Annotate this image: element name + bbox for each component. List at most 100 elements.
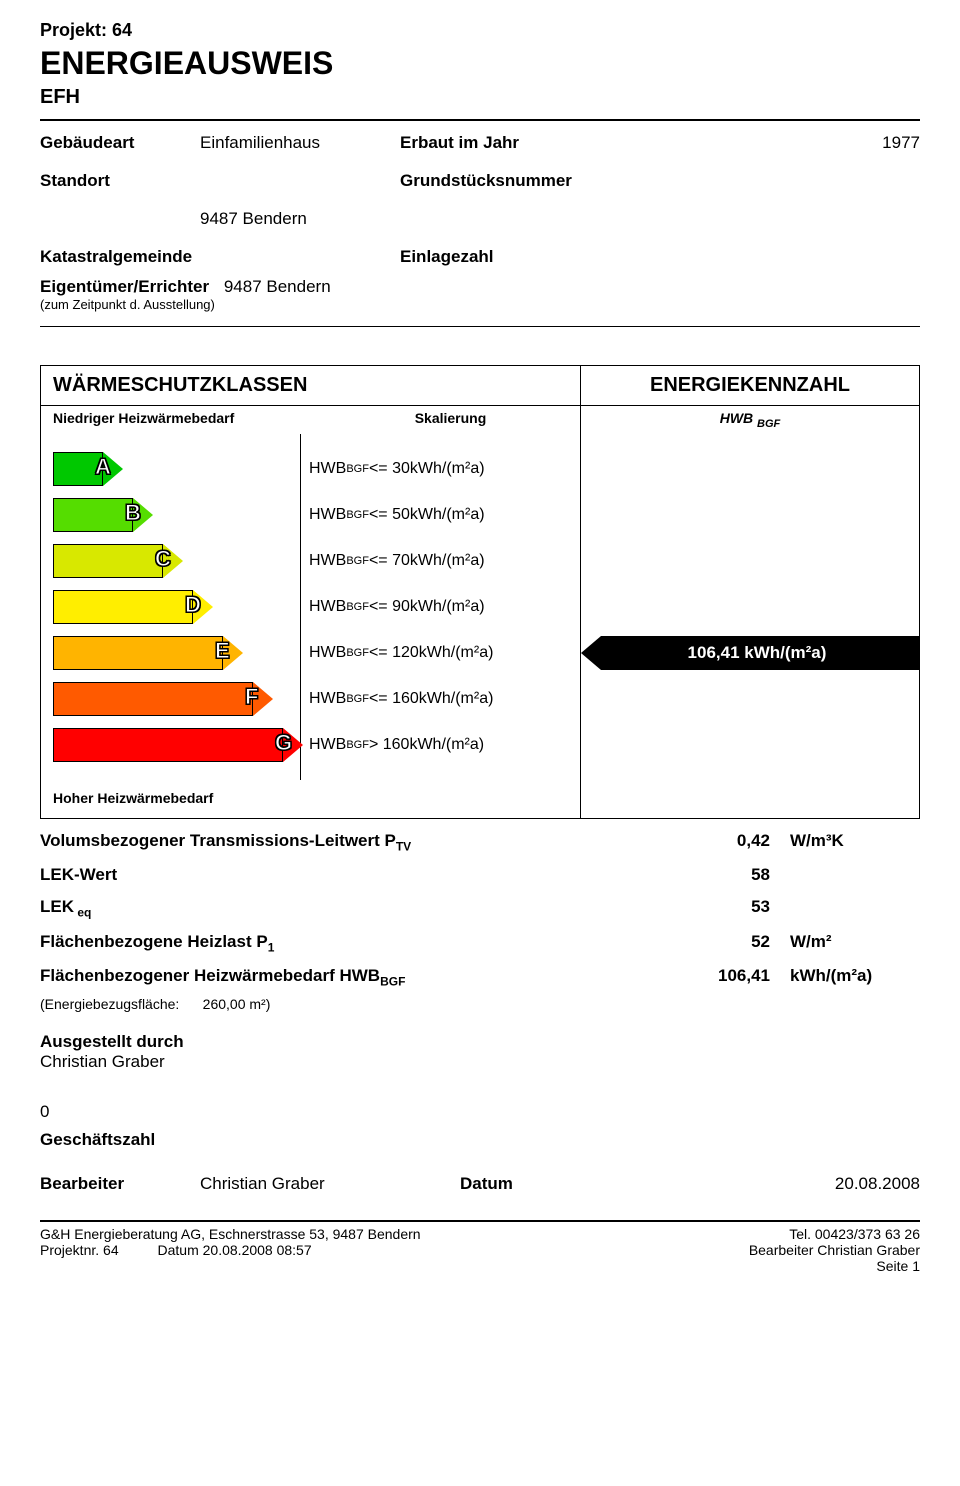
standort-value: 9487 Bendern [200, 209, 400, 229]
scale-text-row: HWBBGF <= 120kWh/(m²a) [309, 630, 572, 676]
einlagezahl-value [620, 247, 920, 267]
energy-arrow-row: F [53, 676, 300, 722]
standort-spacer [40, 209, 200, 229]
waermeschutz-title: WÄRMESCHUTZKLASSEN [41, 366, 581, 405]
scale-head: Niedriger Heizwärmebedarf Skalierung HWB… [41, 406, 919, 434]
issued-name: Christian Graber [40, 1052, 920, 1072]
energy-arrow-bar [53, 498, 133, 532]
scale-text-row: HWBBGF <= 50kWh/(m²a) [309, 492, 572, 538]
eigentuemer-note: (zum Zeitpunkt d. Ausstellung) [40, 297, 920, 312]
value-label: LEK-Wert [40, 865, 630, 885]
subtitle: EFH [40, 86, 920, 109]
value-number: 53 [630, 897, 770, 917]
value-label: Volumsbezogener Transmissions-Leitwert P… [40, 831, 630, 853]
bearbeiter-value: Christian Graber [200, 1174, 460, 1194]
katastral-label: Katastralgemeinde [40, 247, 200, 267]
footer: G&H Energieberatung AG, Eschnerstrasse 5… [40, 1226, 920, 1274]
einlagezahl-label: Einlagezahl [400, 247, 620, 267]
standort-label: Standort [40, 171, 200, 191]
spacer [581, 780, 919, 818]
value-number: 0,42 [630, 831, 770, 851]
geschaeftszahl-label: Geschäftszahl [40, 1130, 920, 1150]
high-label-row: Hoher Heizwärmebedarf [41, 780, 919, 818]
bearbeiter-label: Bearbeiter [40, 1174, 200, 1194]
footer-bearb: Bearbeiter Christian Graber [749, 1242, 920, 1258]
spacer [620, 209, 920, 229]
energy-arrow-row: G [53, 722, 300, 768]
footer-left: G&H Energieberatung AG, Eschnerstrasse 5… [40, 1226, 421, 1274]
katastral-value [200, 247, 400, 267]
footer-proj-date: Projektnr. 64 Datum 20.08.2008 08:57 [40, 1242, 421, 1258]
energy-arrow-row: A [53, 446, 300, 492]
result-column: 106,41 kWh/(m²a) [581, 434, 919, 780]
erbaut-label: Erbaut im Jahr [400, 133, 620, 153]
energy-arrow-bar [53, 544, 163, 578]
value-row: Flächenbezogener Heizwärmebedarf HWBBGF1… [40, 960, 920, 994]
value-row: LEK-Wert58 [40, 859, 920, 891]
footer-right: Tel. 00423/373 63 26 Bearbeiter Christia… [749, 1226, 920, 1274]
energy-arrow-row: E [53, 630, 300, 676]
result-arrow: 106,41 kWh/(m²a) [601, 636, 919, 670]
ebf-label: (Energiebezugsfläche: [40, 996, 179, 1012]
scale-text-row: HWBBGF <= 30kWh/(m²a) [309, 446, 572, 492]
energy-arrow-letter: E [215, 638, 230, 664]
value-row: Flächenbezogene Heizlast P152W/m² [40, 926, 920, 960]
footer-divider [40, 1220, 920, 1222]
scale-text-row: HWBBGF > 160kWh/(m²a) [309, 722, 572, 768]
value-number: 58 [630, 865, 770, 885]
footer-tel: Tel. 00423/373 63 26 [749, 1226, 920, 1242]
energy-arrow-row: C [53, 538, 300, 584]
energy-arrow-letter: F [245, 684, 258, 710]
value-label: Flächenbezogener Heizwärmebedarf HWBBGF [40, 966, 630, 988]
issued-block: Ausgestellt durch Christian Graber [40, 1032, 920, 1072]
footer-company: G&H Energieberatung AG, Eschnerstrasse 5… [40, 1226, 421, 1242]
result-arrow-tip [581, 636, 601, 670]
ebf-line: (Energiebezugsfläche: 260,00 m²) [40, 996, 920, 1012]
energy-arrow-row: B [53, 492, 300, 538]
values-table: Volumsbezogener Transmissions-Leitwert P… [40, 825, 920, 995]
gebaeudeart-value: Einfamilienhaus [200, 133, 400, 153]
gebaeudeart-label: Gebäudeart [40, 133, 200, 153]
scale-text-row: HWBBGF <= 90kWh/(m²a) [309, 584, 572, 630]
value-unit: W/m² [770, 932, 920, 952]
energy-arrow-letter: B [125, 500, 141, 526]
value-number: 106,41 [630, 966, 770, 986]
value-unit: W/m³K [770, 831, 920, 851]
arrows-column: ABCDEFG [41, 434, 301, 780]
energy-arrow-bar [53, 590, 193, 624]
value-row: LEK eq53 [40, 891, 920, 925]
energy-arrow-letter: D [185, 592, 201, 618]
energy-arrow-bar [53, 682, 253, 716]
ebf-value: 260,00 m²) [203, 996, 271, 1012]
eigentuemer-label: Eigentümer/Errichter [40, 277, 209, 296]
scale-text-row: HWBBGF <= 160kWh/(m²a) [309, 676, 572, 722]
energy-arrow-bar [53, 728, 283, 762]
value-row: Volumsbezogener Transmissions-Leitwert P… [40, 825, 920, 859]
datum-value: 20.08.2008 [640, 1174, 920, 1194]
zero-line: 0 [40, 1102, 920, 1122]
value-unit: kWh/(m²a) [770, 966, 920, 986]
info-grid: Gebäudeart Einfamilienhaus Erbaut im Jah… [40, 133, 920, 267]
eigentuemer-value: 9487 Bendern [224, 277, 331, 296]
value-label: Flächenbezogene Heizlast P1 [40, 932, 630, 954]
energiekennzahl-title: ENERGIEKENNZAHL [581, 366, 919, 405]
eigentuemer-row: Eigentümer/Errichter 9487 Bendern [40, 277, 920, 297]
bottom-grid: Bearbeiter Christian Graber Datum 20.08.… [40, 1174, 920, 1194]
divider [40, 119, 920, 121]
high-label: Hoher Heizwärmebedarf [41, 780, 581, 818]
value-number: 52 [630, 932, 770, 952]
energy-arrow-bar [53, 636, 223, 670]
datum-label: Datum [460, 1174, 640, 1194]
energy-arrow-letter: A [95, 454, 111, 480]
energy-arrow-letter: C [155, 546, 171, 572]
waermeschutz-box: WÄRMESCHUTZKLASSEN ENERGIEKENNZAHL Niedr… [40, 365, 920, 819]
energy-arrow-row: D [53, 584, 300, 630]
scale-text-column: HWBBGF <= 30kWh/(m²a)HWBBGF <= 50kWh/(m²… [301, 434, 581, 780]
scale-text-row: HWBBGF <= 70kWh/(m²a) [309, 538, 572, 584]
energy-arrow-letter: G [275, 730, 292, 756]
low-label: Niedriger Heizwärmebedarf [41, 406, 321, 434]
grundstueck-label: Grundstücksnummer [400, 171, 620, 191]
main-title: ENERGIEAUSWEIS [40, 45, 920, 82]
grundstueck-value [620, 171, 920, 191]
issued-label: Ausgestellt durch [40, 1032, 920, 1052]
